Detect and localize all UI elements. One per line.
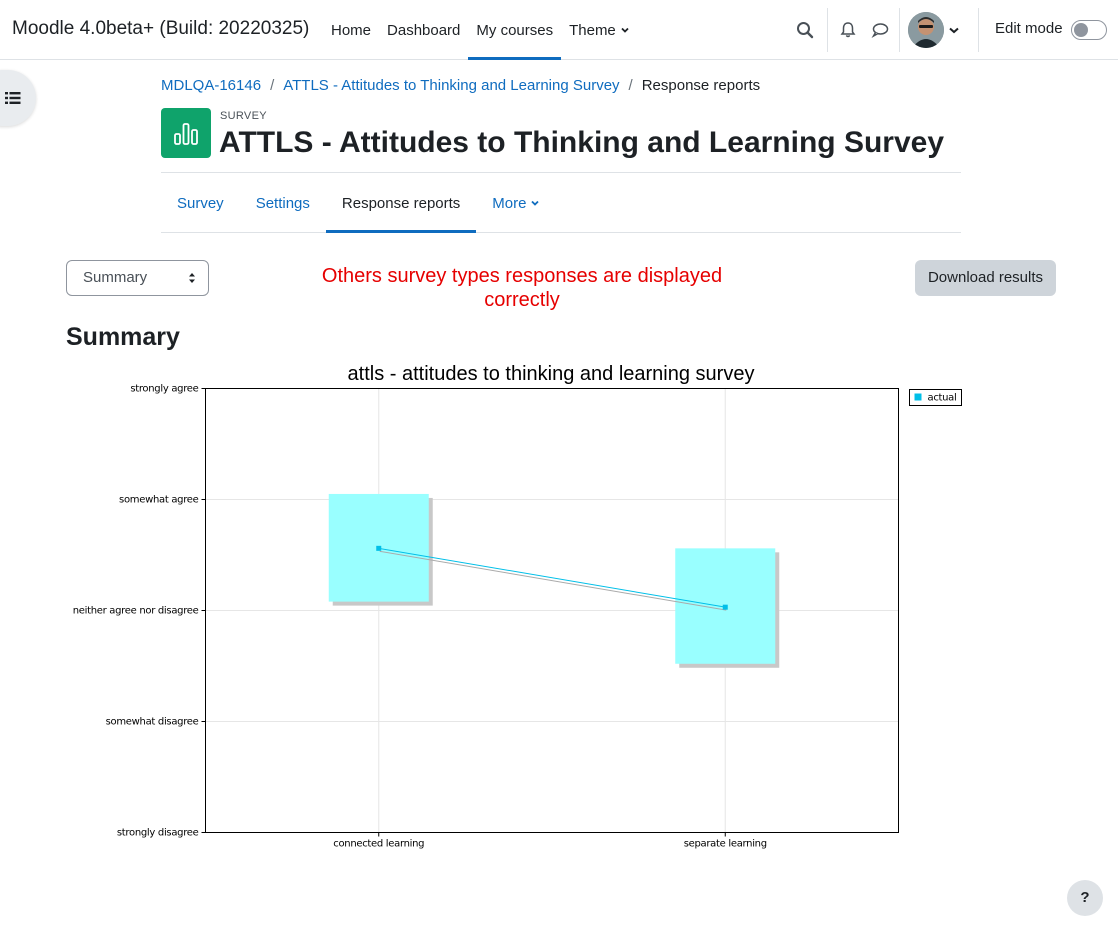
search-icon[interactable]	[795, 20, 815, 40]
report-type-select[interactable]: Summary	[66, 260, 209, 296]
tab-response-reports[interactable]: Response reports	[325, 173, 477, 233]
course-index-toggle[interactable]	[0, 70, 36, 126]
annotation-note: Others survey types responses are displa…	[321, 265, 723, 311]
user-avatar[interactable]	[908, 12, 944, 48]
chart-title: attls - attitudes to thinking and learni…	[348, 363, 755, 385]
nav-dashboard[interactable]: Dashboard	[379, 0, 468, 60]
tab-more-label: More	[492, 194, 527, 212]
legend-box	[909, 389, 962, 406]
activity-type-label: SURVEY	[220, 110, 267, 122]
nav-dashboard-label: Dashboard	[387, 21, 461, 39]
breadcrumb-course-link[interactable]: MDLQA-16146	[161, 77, 262, 94]
series-line-shadow	[379, 550, 727, 611]
message-icon[interactable]	[870, 20, 890, 40]
legend-label: actual	[928, 393, 957, 404]
nav-my-courses[interactable]: My courses	[468, 0, 562, 60]
primary-navigation: Home Dashboard My courses Theme	[323, 0, 638, 60]
nav-theme[interactable]: Theme	[561, 0, 638, 60]
tab-settings-label: Settings	[255, 194, 310, 212]
download-results-button[interactable]: Download results	[915, 260, 1056, 296]
tab-settings[interactable]: Settings	[240, 173, 326, 233]
edit-mode-toggle[interactable]	[1071, 20, 1107, 40]
top-navbar: Moodle 4.0beta+ (Build: 20220325) Home D…	[0, 0, 1118, 60]
nav-divider	[827, 8, 828, 52]
breadcrumb-separator: /	[628, 77, 633, 94]
nav-divider	[899, 8, 900, 52]
secondary-nav-divider	[161, 172, 961, 173]
x-tick-label: connected learning	[333, 839, 424, 850]
breadcrumb-separator: /	[270, 77, 275, 94]
nav-theme-label: Theme	[569, 21, 616, 39]
y-tick-label: strongly disagree	[117, 828, 199, 839]
site-name[interactable]: Moodle 4.0beta+ (Build: 20220325)	[12, 18, 310, 39]
chevron-down-icon[interactable]	[947, 20, 961, 40]
secondary-navigation: Survey Settings Response reports More	[161, 173, 961, 233]
nav-my-courses-label: My courses	[476, 21, 554, 39]
legend-swatch	[914, 393, 922, 401]
chevron-down-icon	[531, 200, 540, 206]
toggle-knob	[1074, 23, 1088, 37]
summary-heading: Summary	[66, 323, 180, 351]
help-button[interactable]: ?	[1067, 880, 1103, 916]
select-arrows-icon	[189, 273, 195, 283]
chevron-down-icon	[621, 27, 629, 33]
y-tick-label: neither agree nor disagree	[73, 606, 199, 617]
page-title: ATTLS - Attitudes to Thinking and Learni…	[219, 126, 945, 159]
report-type-selected: Summary	[83, 269, 148, 286]
tab-survey[interactable]: Survey	[161, 173, 240, 233]
survey-activity-icon	[161, 108, 211, 158]
nav-home[interactable]: Home	[323, 0, 379, 60]
tab-response-reports-label: Response reports	[341, 194, 461, 212]
series-line	[378, 547, 726, 608]
y-tick-label: somewhat agree	[119, 495, 199, 506]
list-icon	[5, 92, 21, 104]
breadcrumb: MDLQA-16146 / ATTLS - Attitudes to Think…	[161, 77, 760, 94]
tab-survey-label: Survey	[177, 194, 224, 212]
edit-mode-label: Edit mode	[995, 20, 1063, 37]
y-tick-label: somewhat disagree	[106, 717, 199, 728]
plot-border	[205, 388, 899, 833]
nav-home-label: Home	[331, 21, 372, 39]
chart-icon	[174, 123, 198, 145]
breadcrumb-activity-link[interactable]: ATTLS - Attitudes to Thinking and Learni…	[283, 77, 620, 94]
survey-summary-chart: attls - attitudes to thinking and learni…	[73, 363, 962, 850]
nav-divider	[978, 8, 979, 52]
bell-icon[interactable]	[838, 20, 858, 40]
x-tick-label: separate learning	[684, 839, 767, 850]
breadcrumb-current: Response reports	[641, 77, 761, 94]
y-tick-label: strongly agree	[130, 384, 198, 395]
data-point	[376, 545, 382, 551]
tab-more[interactable]: More	[476, 173, 556, 233]
user-photo-icon	[908, 12, 944, 48]
data-point	[722, 604, 728, 610]
